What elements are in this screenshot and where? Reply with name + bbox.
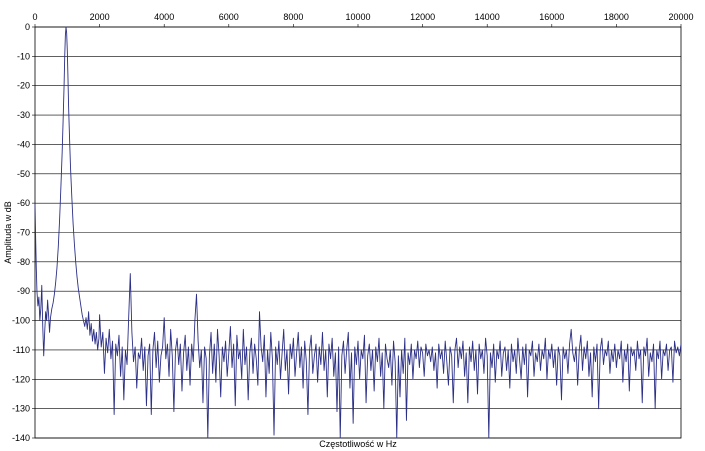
y-tick-label: 0 bbox=[25, 22, 30, 32]
x-axis-ticks: 0 2000 4000 6000 8000 10000 12000 14000 16000 180… bbox=[32, 12, 694, 27]
y-tick-label: -10 bbox=[17, 51, 30, 61]
y-tick-label: -40 bbox=[17, 139, 30, 149]
y-axis-label: Amplituda w dB bbox=[3, 201, 13, 264]
x-tick-label: 12000 bbox=[410, 12, 435, 22]
y-tick-label: -30 bbox=[17, 110, 30, 120]
x-axis-label: Częstotliwość w Hz bbox=[319, 439, 397, 449]
y-axis-ticks: 0 -10 -20 -30 -40 -50 -60 -70 -80 -90 -100 -110 -120… bbox=[12, 22, 35, 443]
x-tick-label: 0 bbox=[32, 12, 37, 22]
x-tick-label: 16000 bbox=[539, 12, 564, 22]
y-tick-label: -90 bbox=[17, 286, 30, 296]
grid-lines bbox=[35, 26, 681, 439]
x-tick-label: 18000 bbox=[604, 12, 629, 22]
y-tick-label: -20 bbox=[17, 81, 30, 91]
x-tick-label: 4000 bbox=[154, 12, 174, 22]
x-tick-label: 10000 bbox=[345, 12, 370, 22]
y-tick-label: -70 bbox=[17, 228, 30, 238]
series-line bbox=[34, 26, 682, 439]
y-tick-label: -80 bbox=[17, 257, 30, 267]
y-tick-label: -120 bbox=[12, 374, 30, 384]
y-tick-label: -130 bbox=[12, 404, 30, 414]
x-tick-label: 14000 bbox=[475, 12, 500, 22]
x-tick-label: 8000 bbox=[283, 12, 303, 22]
y-tick-label: -50 bbox=[17, 169, 30, 179]
x-tick-label: 20000 bbox=[668, 12, 693, 22]
x-tick-label: 2000 bbox=[90, 12, 110, 22]
y-tick-label: -110 bbox=[13, 345, 30, 355]
y-tick-label: -60 bbox=[17, 198, 30, 208]
x-tick-label: 6000 bbox=[219, 12, 239, 22]
y-tick-label: -100 bbox=[12, 316, 30, 326]
y-tick-label: -140 bbox=[12, 433, 30, 443]
